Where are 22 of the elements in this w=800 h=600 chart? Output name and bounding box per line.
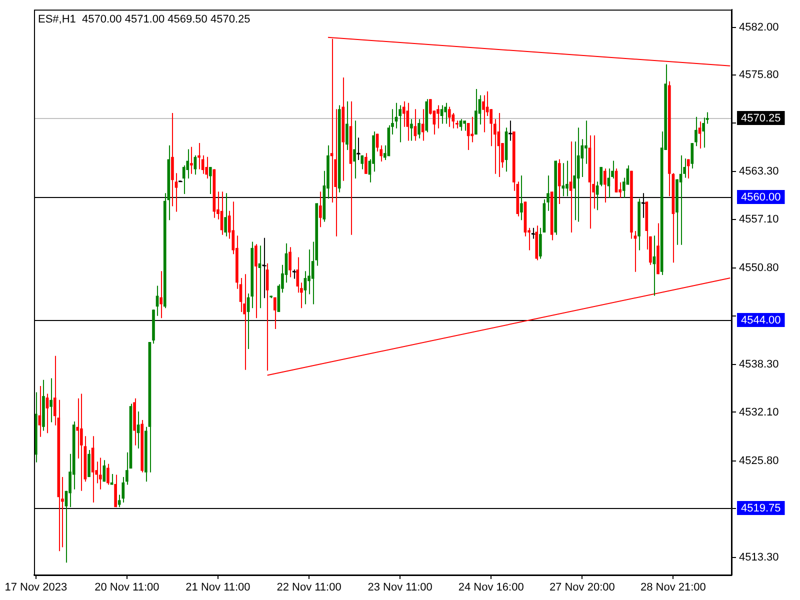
y-tick-label: 4557.10 <box>739 213 779 226</box>
ref-line-label: 4570.25 <box>741 112 781 125</box>
ref-line-label: 4519.75 <box>741 502 781 515</box>
x-tick-label: 21 Nov 11:00 <box>186 582 250 594</box>
y-tick-label: 4513.30 <box>739 551 779 564</box>
y-tick-label: 4525.80 <box>739 454 779 467</box>
x-tick-label: 22 Nov 11:00 <box>276 582 342 594</box>
x-tick-label: 20 Nov 11:00 <box>94 582 160 594</box>
y-tick-label: 4550.80 <box>739 262 779 274</box>
x-tick-label: 17 Nov 2023 <box>4 582 68 594</box>
y-tick-label: 4575.80 <box>739 69 779 82</box>
x-tick-label: 28 Nov 21:00 <box>640 582 706 594</box>
x-tick-label: 27 Nov 20:00 <box>549 582 615 594</box>
y-tick-label: 4582.00 <box>739 21 779 34</box>
x-tick-label: 23 Nov 11:00 <box>368 582 432 594</box>
y-tick-label: 4538.30 <box>739 358 779 370</box>
ref-line-label: 4560.00 <box>741 192 781 204</box>
x-tick-label: 24 Nov 16:00 <box>458 582 524 594</box>
y-tick-label: 4563.30 <box>739 166 779 178</box>
ref-line-label: 4544.00 <box>741 314 781 327</box>
chart-title: ES#,H1 4570.00 4571.00 4569.50 4570.25 <box>38 14 250 26</box>
y-tick-label: 4532.10 <box>739 406 779 418</box>
